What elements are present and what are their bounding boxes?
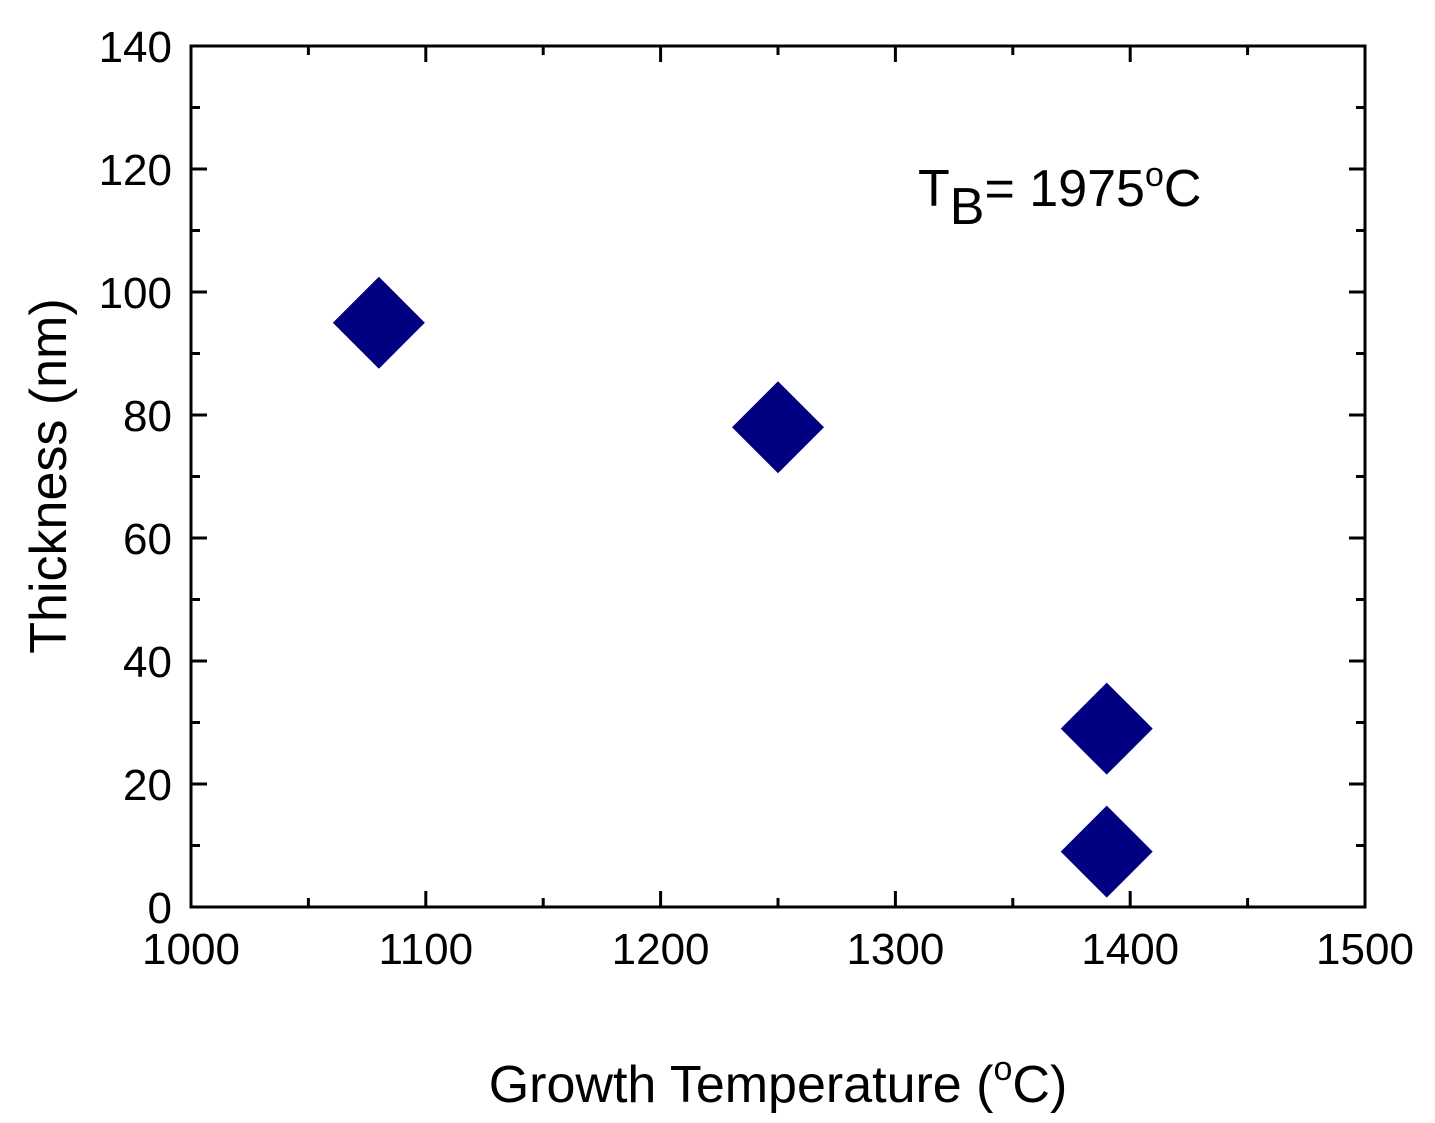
y-tick-label: 0 <box>148 884 172 933</box>
x-tick-labels: 1000 1100 1200 1300 1400 1500 <box>142 925 1414 974</box>
y-tick-label: 80 <box>123 392 172 441</box>
y-tick-label: 60 <box>123 515 172 564</box>
x-axis-title: Growth Temperature (oC) <box>489 1050 1068 1114</box>
annotation-text: TB= 1975oC <box>918 156 1201 236</box>
y-tick-label: 20 <box>123 761 172 810</box>
data-point-diamond <box>1060 682 1153 775</box>
x-axis-title-degree: o <box>994 1050 1013 1088</box>
data-points <box>332 276 1153 898</box>
x-tick-label: 1300 <box>846 925 944 974</box>
x-tick-label: 1200 <box>612 925 710 974</box>
y-tick-labels: 0 20 40 60 80 100 120 140 <box>99 23 172 933</box>
y-tick-label: 140 <box>99 23 172 72</box>
x-axis-title-main: Growth Temperature ( <box>489 1056 994 1114</box>
y-tick-label: 100 <box>99 269 172 318</box>
y-axis-title: Thickness (nm) <box>20 298 78 653</box>
x-axis-title-unit: C) <box>1012 1056 1067 1114</box>
annotation-subscript: B <box>950 178 985 236</box>
axis-ticks <box>189 44 1367 909</box>
annotation-degree: o <box>1145 156 1164 194</box>
y-tick-label: 120 <box>99 146 172 195</box>
data-point-diamond <box>1060 805 1153 898</box>
annotation-value: = 1975 <box>984 160 1145 218</box>
x-tick-label: 1400 <box>1081 925 1179 974</box>
y-tick-label: 40 <box>123 638 172 687</box>
data-point-diamond <box>732 381 824 474</box>
x-tick-label: 1100 <box>378 925 473 974</box>
annotation-prefix: T <box>918 160 950 218</box>
x-tick-label: 1000 <box>142 925 240 974</box>
x-tick-label: 1500 <box>1316 925 1414 974</box>
annotation-unit: C <box>1164 160 1202 218</box>
data-point-diamond <box>332 276 425 369</box>
